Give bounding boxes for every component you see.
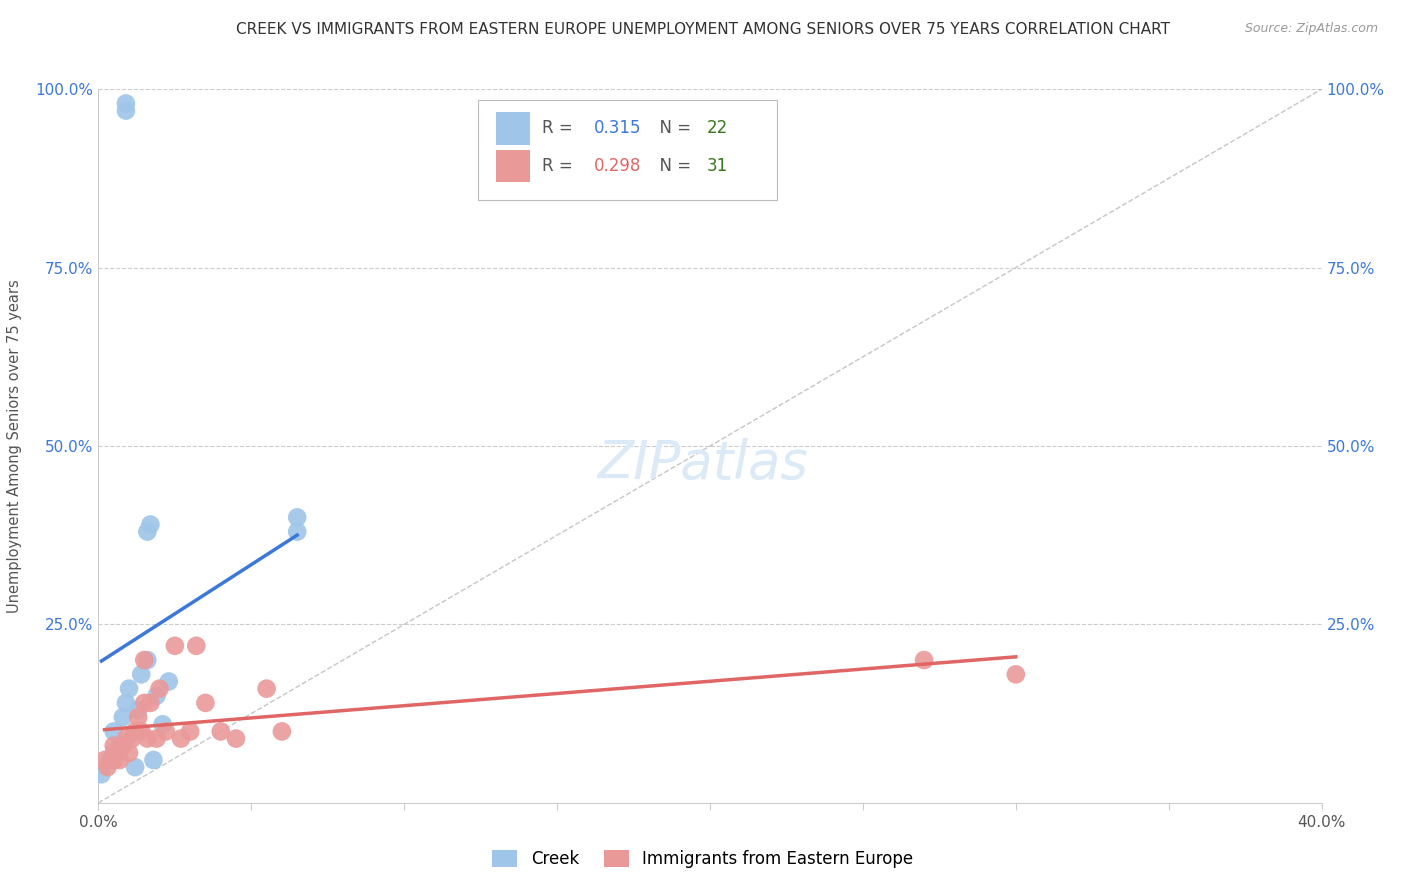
Point: [129, 667, 152, 681]
Y-axis label: Unemployment Among Seniors over 75 years: Unemployment Among Seniors over 75 years: [7, 279, 21, 613]
Bar: [496, 150, 530, 182]
Point: [163, 639, 186, 653]
Point: [118, 681, 141, 696]
Point: [270, 724, 292, 739]
Text: 31: 31: [706, 157, 728, 175]
Point: [111, 739, 134, 753]
Point: [194, 696, 217, 710]
Text: 0.298: 0.298: [593, 157, 641, 175]
Point: [225, 731, 247, 746]
Point: [142, 753, 165, 767]
Point: [124, 760, 146, 774]
Point: [93, 753, 115, 767]
Point: [912, 653, 935, 667]
Point: [124, 724, 146, 739]
Point: [115, 696, 138, 710]
Point: [111, 710, 134, 724]
Point: [256, 681, 278, 696]
Point: [134, 696, 156, 710]
Text: ZIPatlas: ZIPatlas: [598, 438, 808, 490]
Text: N =: N =: [650, 157, 696, 175]
Point: [115, 103, 138, 118]
Point: [209, 724, 232, 739]
Point: [136, 524, 159, 539]
Point: [97, 760, 120, 774]
Point: [152, 717, 174, 731]
Point: [108, 753, 131, 767]
Text: 0.315: 0.315: [593, 120, 641, 137]
Point: [105, 746, 128, 760]
Point: [155, 724, 177, 739]
Point: [127, 703, 149, 717]
Point: [157, 674, 180, 689]
Point: [134, 653, 156, 667]
Point: [186, 639, 208, 653]
Text: R =: R =: [543, 120, 578, 137]
Point: [285, 510, 308, 524]
Text: R =: R =: [543, 157, 578, 175]
Point: [285, 524, 308, 539]
Point: [127, 710, 149, 724]
Point: [136, 653, 159, 667]
Point: [170, 731, 193, 746]
Point: [129, 724, 152, 739]
Point: [115, 731, 138, 746]
Bar: [496, 112, 530, 145]
Text: CREEK VS IMMIGRANTS FROM EASTERN EUROPE UNEMPLOYMENT AMONG SENIORS OVER 75 YEARS: CREEK VS IMMIGRANTS FROM EASTERN EUROPE …: [236, 22, 1170, 37]
Point: [90, 767, 112, 781]
Legend: Creek, Immigrants from Eastern Europe: Creek, Immigrants from Eastern Europe: [486, 843, 920, 875]
Point: [118, 746, 141, 760]
Point: [115, 96, 138, 111]
Point: [103, 724, 125, 739]
Point: [139, 517, 162, 532]
Point: [103, 746, 125, 760]
Point: [145, 689, 167, 703]
Point: [179, 724, 201, 739]
Text: N =: N =: [650, 120, 696, 137]
Text: Source: ZipAtlas.com: Source: ZipAtlas.com: [1244, 22, 1378, 36]
Point: [145, 731, 167, 746]
Point: [1004, 667, 1026, 681]
Point: [108, 739, 131, 753]
Point: [103, 739, 125, 753]
Point: [136, 731, 159, 746]
Point: [149, 681, 172, 696]
Text: 22: 22: [706, 120, 728, 137]
FancyBboxPatch shape: [478, 100, 778, 200]
Point: [103, 753, 125, 767]
Point: [121, 731, 143, 746]
Point: [100, 753, 122, 767]
Point: [139, 696, 162, 710]
